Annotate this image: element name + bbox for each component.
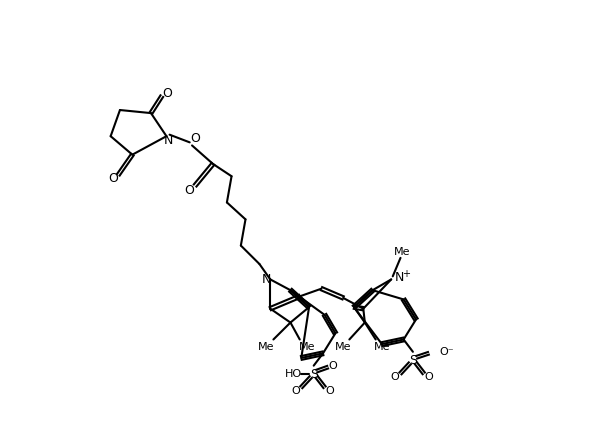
Text: O: O [425,372,434,382]
Text: O: O [329,361,337,371]
Text: O: O [391,372,400,382]
Text: Me: Me [394,247,410,257]
Text: Me: Me [335,342,352,352]
Text: O⁻: O⁻ [439,347,454,357]
Text: O: O [190,132,200,145]
Text: S: S [409,354,417,367]
Text: +: + [402,269,410,279]
Text: Me: Me [257,342,274,352]
Text: O: O [292,386,300,396]
Text: HO: HO [285,369,302,379]
Text: Me: Me [374,342,390,352]
Text: O: O [184,184,194,198]
Text: Me: Me [299,342,316,352]
Text: O: O [162,88,172,100]
Text: O: O [108,172,118,185]
Text: O: O [326,386,334,396]
Text: S: S [310,368,318,381]
Text: N: N [262,273,271,286]
Text: N: N [394,271,404,284]
Text: N: N [163,134,173,147]
